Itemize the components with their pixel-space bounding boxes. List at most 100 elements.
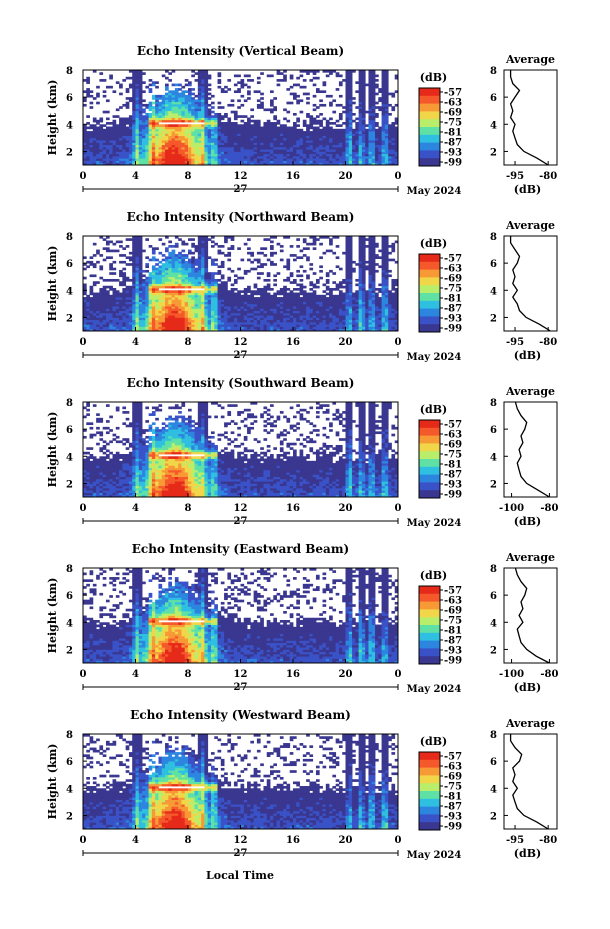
heatmap-cell <box>122 294 127 298</box>
heatmap-cell <box>181 112 186 116</box>
x-tick-label: 4 <box>132 171 139 182</box>
heatmap-cell <box>256 153 261 157</box>
heatmap-cell <box>355 155 360 159</box>
heatmap-cell <box>132 240 136 244</box>
heatmap-cell <box>253 146 258 150</box>
heatmap-cell <box>220 274 225 278</box>
heatmap-cell <box>161 308 166 312</box>
heatmap-cell <box>329 137 333 141</box>
heatmap-cell <box>142 290 146 293</box>
heatmap-cell <box>197 301 202 305</box>
heatmap-cell <box>158 97 163 100</box>
heatmap-cell <box>302 324 307 327</box>
heatmap-cell <box>224 133 228 136</box>
heatmap-cell <box>165 92 169 96</box>
heatmap-cell <box>194 285 199 289</box>
heatmap-cell <box>368 103 373 107</box>
heatmap-cell <box>371 149 376 152</box>
heatmap-cell <box>253 299 258 302</box>
heatmap-cell <box>105 126 110 130</box>
heatmap-cell <box>309 299 314 302</box>
heatmap-cell <box>119 292 123 296</box>
heatmap-cell <box>89 101 94 105</box>
heatmap-cell <box>352 321 356 325</box>
heatmap-cell <box>293 319 297 323</box>
heatmap-cell <box>375 151 379 155</box>
heatmap-cell <box>348 326 353 330</box>
heatmap-cell <box>142 326 146 330</box>
heatmap-cell <box>135 299 140 302</box>
heatmap-cell <box>394 149 399 152</box>
heatmap-cell <box>122 317 127 321</box>
heatmap-cell <box>210 274 215 278</box>
heatmap-cell <box>96 151 100 155</box>
heatmap-cell <box>312 140 317 143</box>
heatmap-cell <box>145 137 150 141</box>
heatmap-cell <box>122 151 127 155</box>
heatmap-cell <box>119 153 123 157</box>
heatmap-cell <box>299 303 304 307</box>
heatmap-cell <box>168 326 172 330</box>
heatmap-cell <box>194 158 199 161</box>
heatmap-cell <box>148 278 153 282</box>
heatmap-cell <box>188 301 192 305</box>
heatmap-cell <box>165 319 169 323</box>
heatmap-cell <box>207 122 212 125</box>
heatmap-cell <box>289 153 294 157</box>
heatmap-cell <box>174 310 179 314</box>
heatmap-cell <box>138 99 143 103</box>
heatmap-cell <box>270 306 274 309</box>
heatmap-cell <box>273 158 277 161</box>
heatmap-cell <box>283 158 287 161</box>
heatmap-cell <box>253 122 258 125</box>
heatmap-cell <box>358 128 363 132</box>
heatmap-cell <box>83 158 87 161</box>
heatmap-cell <box>158 119 163 123</box>
heatmap-cell <box>115 292 120 296</box>
heatmap-cell <box>201 258 205 262</box>
heatmap-cell <box>188 115 192 118</box>
heatmap-cell <box>86 122 90 125</box>
heatmap-cell <box>165 236 169 239</box>
heatmap-cell <box>165 133 169 136</box>
heatmap-cell <box>168 103 172 107</box>
heatmap-cell <box>345 131 350 134</box>
heatmap-cell <box>102 299 107 302</box>
heatmap-cell <box>319 124 323 127</box>
heatmap-cell <box>227 324 232 327</box>
heatmap-cell <box>135 162 140 166</box>
heatmap-cell <box>184 301 189 305</box>
heatmap-cell <box>299 274 304 278</box>
heatmap-cell <box>325 292 330 296</box>
heatmap-cell <box>174 276 179 280</box>
heatmap-cell <box>132 155 136 159</box>
heatmap-cell <box>283 299 287 302</box>
heatmap-cell <box>230 124 235 127</box>
heatmap-cell <box>155 263 159 266</box>
heatmap-cell <box>155 328 159 332</box>
heatmap-cell <box>92 312 97 316</box>
heatmap-cell <box>243 269 248 273</box>
heatmap-cell <box>165 155 169 159</box>
heatmap-cell <box>178 256 182 260</box>
heatmap-cell <box>135 285 140 289</box>
heatmap-cell <box>158 94 163 98</box>
heatmap-cell <box>86 79 90 82</box>
heatmap-cell <box>312 149 317 152</box>
heatmap-cell <box>384 115 389 118</box>
heatmap-cell <box>122 254 127 257</box>
heatmap-cell <box>256 133 261 136</box>
heatmap-cell <box>165 301 169 305</box>
heatmap-cell <box>293 278 297 282</box>
heatmap-cell <box>181 126 186 130</box>
heatmap-cell <box>138 238 143 241</box>
heatmap-cell <box>96 158 100 161</box>
heatmap-cell <box>237 324 241 327</box>
heatmap-cell <box>227 122 232 125</box>
heatmap-cell <box>289 315 294 318</box>
heatmap-cell <box>355 106 360 109</box>
heatmap-cell <box>358 119 363 123</box>
heatmap-cell <box>293 254 297 257</box>
heatmap-cell <box>102 153 107 157</box>
heatmap-cell <box>358 126 363 130</box>
